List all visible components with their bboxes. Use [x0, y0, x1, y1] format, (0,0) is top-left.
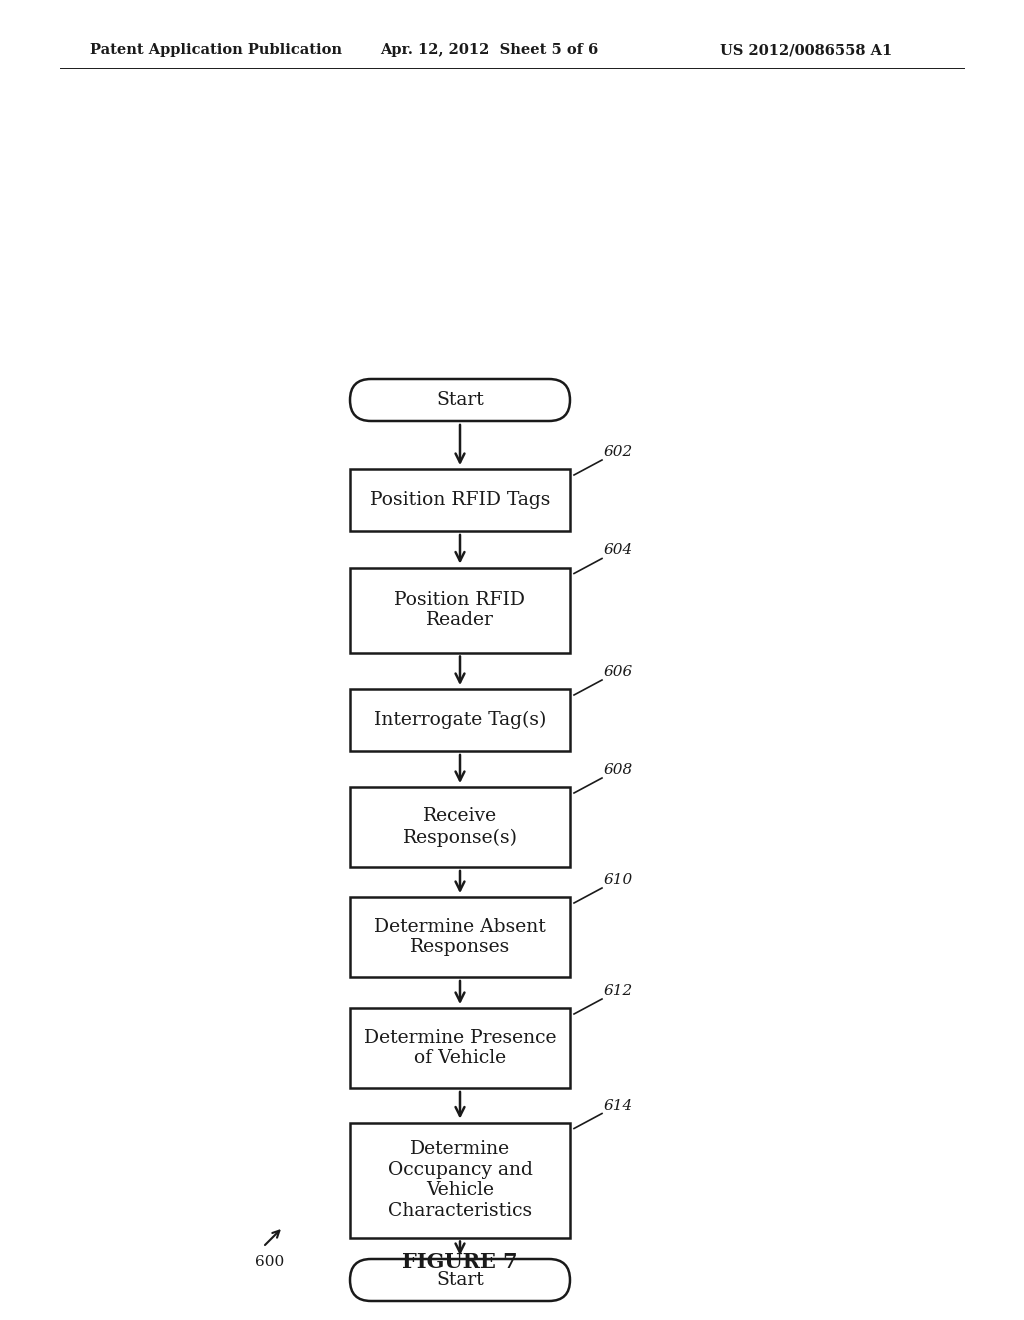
- Bar: [350, 689, 570, 751]
- Text: Start: Start: [436, 391, 484, 409]
- Text: Start: Start: [436, 1271, 484, 1290]
- Text: Receive
Response(s): Receive Response(s): [402, 808, 517, 846]
- Text: 612: 612: [604, 983, 633, 998]
- Text: 600: 600: [255, 1255, 285, 1269]
- Text: Determine Absent
Responses: Determine Absent Responses: [374, 917, 546, 957]
- Bar: [350, 787, 570, 867]
- Text: US 2012/0086558 A1: US 2012/0086558 A1: [720, 44, 892, 57]
- Text: 604: 604: [604, 544, 633, 557]
- Text: 602: 602: [604, 445, 633, 459]
- Text: Interrogate Tag(s): Interrogate Tag(s): [374, 711, 546, 729]
- Text: 610: 610: [604, 873, 633, 887]
- Bar: [350, 898, 570, 977]
- Text: 614: 614: [604, 1098, 633, 1113]
- Text: Patent Application Publication: Patent Application Publication: [90, 44, 342, 57]
- Text: 606: 606: [604, 665, 633, 678]
- Text: 608: 608: [604, 763, 633, 777]
- Bar: [350, 1008, 570, 1088]
- Bar: [350, 1122, 570, 1238]
- Text: Apr. 12, 2012  Sheet 5 of 6: Apr. 12, 2012 Sheet 5 of 6: [380, 44, 598, 57]
- Text: Determine
Occupancy and
Vehicle
Characteristics: Determine Occupancy and Vehicle Characte…: [387, 1139, 532, 1220]
- FancyBboxPatch shape: [350, 379, 570, 421]
- Text: Determine Presence
of Vehicle: Determine Presence of Vehicle: [364, 1028, 556, 1068]
- Text: FIGURE 7: FIGURE 7: [402, 1251, 518, 1272]
- Bar: [350, 568, 570, 652]
- Text: Position RFID
Reader: Position RFID Reader: [394, 590, 525, 630]
- Bar: [350, 469, 570, 531]
- Text: Position RFID Tags: Position RFID Tags: [370, 491, 550, 510]
- FancyBboxPatch shape: [350, 1259, 570, 1302]
